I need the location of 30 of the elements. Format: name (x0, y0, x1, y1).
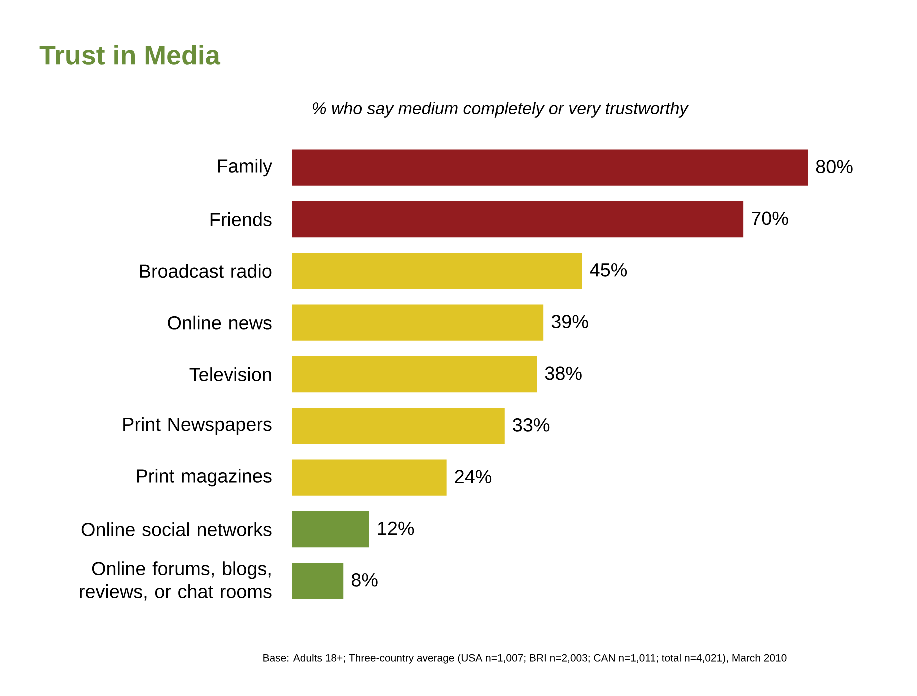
bar (292, 253, 582, 290)
y-tick-label: Print magazines (137, 469, 272, 487)
data-label: 8% (352, 573, 378, 587)
y-tick-label: Broadcast radio (140, 264, 272, 278)
y-tick-label: Online forums, blogs, reviews, or chat rooms (80, 562, 272, 601)
y-tick-label: Online social networks (82, 522, 272, 536)
bar (292, 563, 344, 600)
data-label: 39% (552, 315, 588, 329)
bar (292, 304, 544, 341)
data-label: 12% (378, 522, 414, 536)
chart-title: Trust in Media (40, 45, 221, 65)
data-label: 38% (545, 366, 582, 380)
y-tick-label: Television (190, 368, 272, 382)
y-tick-label: Friends (210, 212, 272, 226)
y-tick-label: Print Newspapers (124, 417, 272, 435)
y-tick-label: Family (218, 159, 272, 177)
bar (292, 408, 505, 444)
data-label: 33% (513, 418, 550, 432)
bar (292, 356, 538, 393)
chart-subtitle: % who say medium completely or very trustworthy (312, 102, 690, 118)
data-label: 24% (455, 470, 492, 484)
bar (292, 460, 447, 496)
bar (292, 511, 370, 548)
data-label: 80% (816, 160, 853, 174)
data-label: 45% (590, 264, 628, 277)
y-tick-label: Online news (168, 316, 272, 330)
data-label: 70% (752, 212, 788, 226)
bar (292, 201, 744, 238)
bar (292, 150, 808, 186)
text: Base: Adults 18+; Three-country average (USA n=1,007; BRI n=2,003; CAN n=1,011; total n=4,021), March 2010 (264, 654, 787, 664)
